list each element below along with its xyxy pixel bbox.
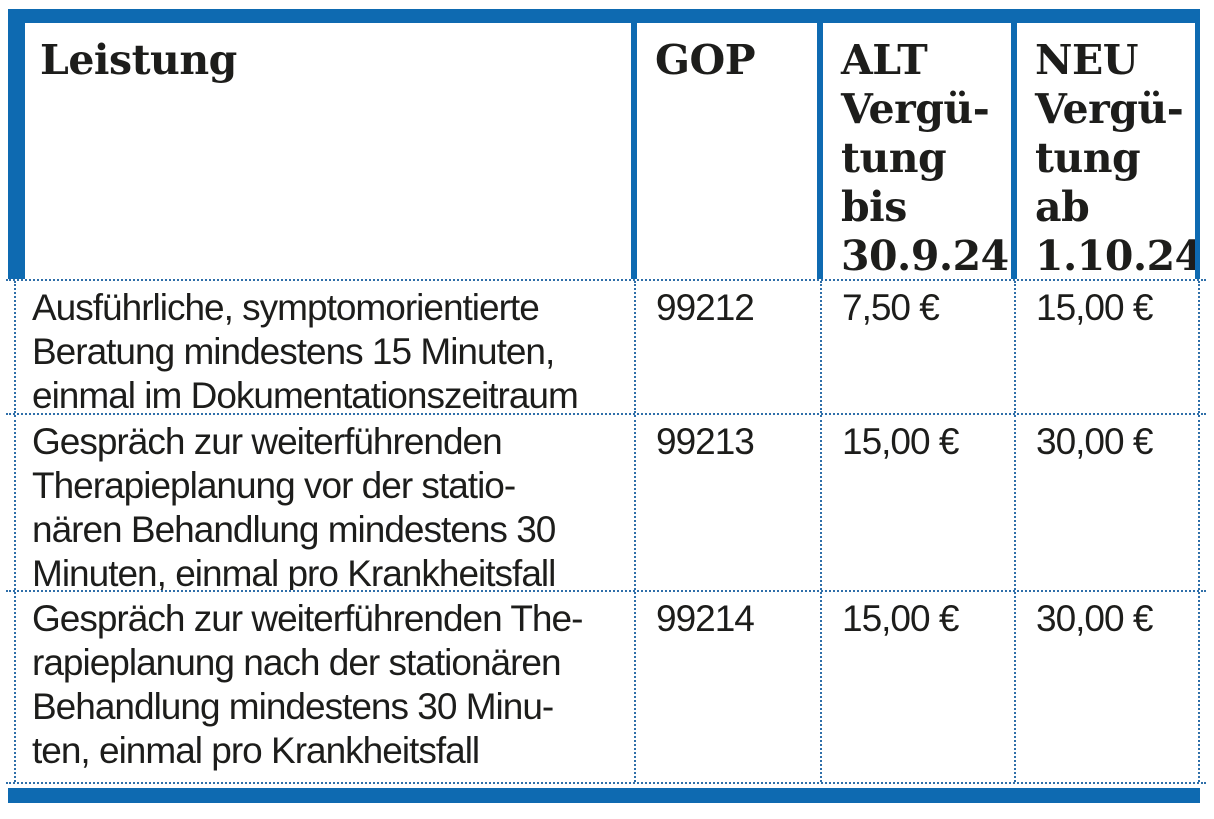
cell-leistung: Ausführliche, symptomorientierte Beratun… [14, 281, 636, 413]
table-row: Gespräch zur weiterführenden Therapiepla… [14, 415, 1200, 590]
table-top-bar [8, 9, 1200, 23]
table-header-row: Leistung GOP ALT Vergü- tung bis 30.9.24… [8, 23, 1200, 279]
table-row: Gespräch zur weiterführenden The- rapiep… [14, 592, 1200, 782]
cell-leistung: Gespräch zur weiterführenden The- rapiep… [14, 592, 636, 782]
header-cell-leistung: Leistung [8, 23, 637, 279]
row-divider [6, 413, 1206, 415]
cell-alt-verguetung: 15,00 € [822, 415, 1016, 590]
header-cell-gop: GOP [637, 23, 823, 279]
cell-alt-verguetung: 15,00 € [822, 592, 1016, 782]
cell-neu-verguetung: 30,00 € [1016, 592, 1200, 782]
header-cell-alt-verguetung: ALT Vergü- tung bis 30.9.24 [823, 23, 1017, 279]
table-row: Ausführliche, symptomorientierte Beratun… [14, 281, 1200, 413]
cell-gop: 99214 [636, 592, 822, 782]
row-divider [6, 590, 1206, 592]
row-divider [6, 782, 1206, 784]
cell-neu-verguetung: 15,00 € [1016, 281, 1200, 413]
header-cell-neu-verguetung: NEU Vergü- tung ab 1.10.24 [1017, 23, 1200, 279]
cell-leistung: Gespräch zur weiterführenden Therapiepla… [14, 415, 636, 590]
cell-gop: 99213 [636, 415, 822, 590]
row-divider [6, 279, 1206, 281]
cell-neu-verguetung: 30,00 € [1016, 415, 1200, 590]
cell-alt-verguetung: 7,50 € [822, 281, 1016, 413]
table-bottom-bar [8, 788, 1200, 803]
cell-gop: 99212 [636, 281, 822, 413]
